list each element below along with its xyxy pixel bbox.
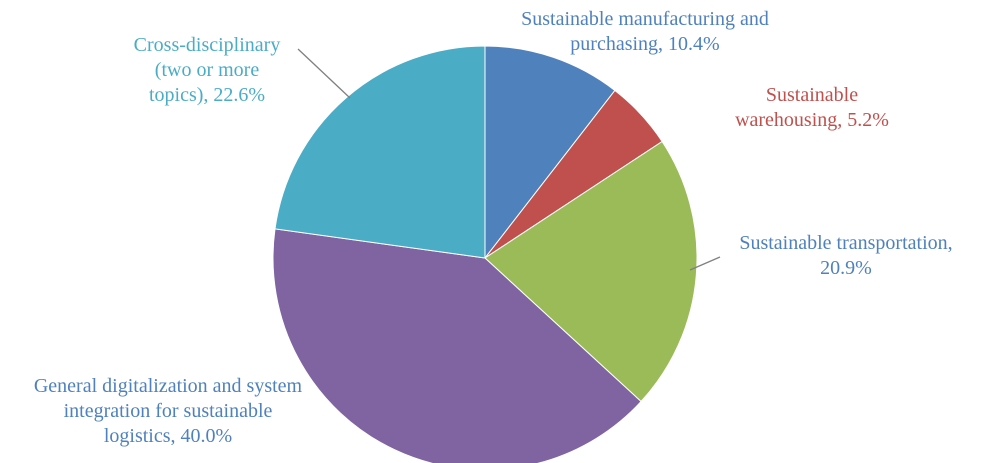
- slice-label-line: General digitalization and system: [34, 375, 303, 397]
- slice-label-line: (two or more: [155, 59, 260, 81]
- slice-label-line: purchasing, 10.4%: [570, 33, 719, 55]
- slice-label-line: warehousing, 5.2%: [735, 109, 889, 131]
- slice-label-line: Sustainable manufacturing and: [521, 8, 769, 30]
- pie-slice-4: [272, 228, 642, 463]
- slice-label-line: 20.9%: [820, 257, 872, 279]
- slice-labels: Sustainable manufacturing and purchasing,…: [34, 8, 953, 447]
- slice-label-line: Sustainable transportation,: [739, 232, 952, 254]
- pie-slice-3: [484, 140, 698, 403]
- slice-label-3: Sustainable transportation, 20.9%: [739, 232, 952, 279]
- pie-slices: [272, 45, 698, 463]
- leader-lines: [297, 48, 721, 271]
- pie-slice-1: [484, 45, 616, 260]
- pie-slice-5: [274, 45, 486, 259]
- slice-label-line: topics), 22.6%: [149, 84, 265, 106]
- slice-label-line: Sustainable: [766, 84, 858, 106]
- slice-label-5: Cross-disciplinary (two or more topics), 2…: [134, 34, 281, 106]
- leader-line-3: [689, 256, 721, 271]
- slice-label-4: General digitalization and system integra…: [34, 375, 303, 447]
- slice-label-line: logistics, 40.0%: [104, 425, 232, 447]
- slice-label-1: Sustainable manufacturing and purchasing,…: [521, 8, 769, 55]
- slice-label-line: Cross-disciplinary: [134, 34, 281, 56]
- leader-line-5: [297, 48, 351, 99]
- slice-label-line: integration for sustainable: [64, 400, 273, 422]
- slice-label-2: Sustainable warehousing, 5.2%: [735, 84, 889, 131]
